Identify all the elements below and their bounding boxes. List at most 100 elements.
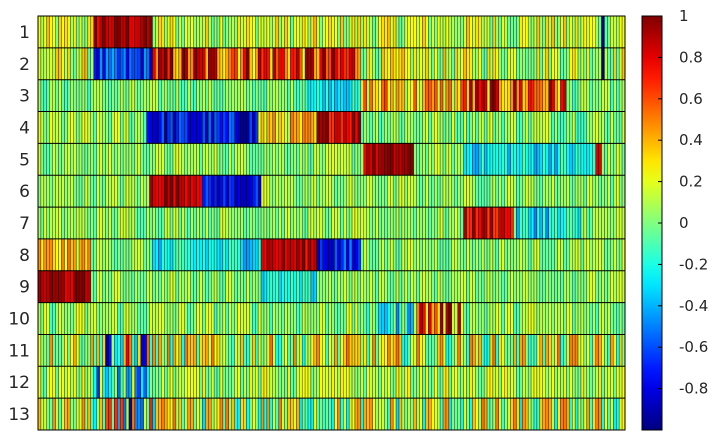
heatmap-cell: [454, 175, 458, 208]
heatmap-cell: [416, 238, 420, 271]
heatmap-cell: [237, 302, 241, 335]
heatmap-cell: [108, 302, 112, 335]
heatmap-cell: [237, 79, 241, 112]
heatmap-cell: [120, 175, 124, 208]
heatmap-cell: [301, 206, 306, 240]
heatmap-cell: [554, 334, 558, 367]
heatmap-cell: [551, 334, 555, 367]
heatmap-cell: [99, 15, 103, 49]
heatmap-cell: [166, 206, 171, 240]
heatmap-cell: [542, 47, 546, 80]
heatmap-cell: [560, 47, 564, 80]
heatmap-cell: [117, 397, 121, 431]
heatmap-cell: [569, 47, 573, 80]
heatmap-cell: [299, 206, 303, 240]
heatmap-cell: [483, 47, 488, 80]
heatmap-cell: [216, 302, 221, 335]
heatmap-cell: [410, 47, 414, 80]
heatmap-cell: [513, 111, 517, 144]
heatmap-cell: [586, 111, 590, 144]
heatmap-cell: [178, 143, 182, 176]
heatmap-cell: [252, 111, 256, 144]
heatmap-cell: [99, 397, 103, 431]
heatmap-cell: [58, 206, 62, 240]
heatmap-cell: [357, 175, 362, 208]
heatmap-cell: [563, 47, 567, 80]
heatmap-cell: [357, 206, 362, 240]
heatmap-cell: [378, 397, 382, 431]
heatmap-cell: [395, 206, 400, 240]
heatmap-cell: [375, 111, 379, 144]
heatmap-cell: [184, 111, 188, 144]
heatmap-cell: [55, 206, 59, 240]
heatmap-cell: [40, 238, 45, 271]
heatmap-cell: [419, 270, 423, 303]
heatmap-cell: [548, 238, 552, 271]
heatmap-cell: [196, 302, 200, 335]
heatmap-cell: [108, 397, 112, 431]
heatmap-cell: [263, 15, 268, 49]
heatmap-cell: [140, 79, 144, 112]
heatmap-cell: [425, 270, 429, 303]
heatmap-cell: [348, 334, 353, 367]
heatmap-cell: [551, 15, 555, 49]
heatmap-cell: [445, 15, 450, 49]
heatmap-cell: [175, 397, 180, 431]
heatmap-cell: [205, 79, 209, 112]
heatmap-cell: [369, 366, 373, 399]
heatmap-cell: [410, 206, 414, 240]
heatmap-cell: [325, 79, 329, 112]
heatmap-cell: [67, 79, 71, 112]
heatmap-cell: [222, 238, 227, 271]
heatmap-cell: [533, 397, 538, 431]
heatmap-cell: [172, 175, 177, 208]
heatmap-cell: [483, 206, 488, 240]
heatmap-cell: [404, 111, 408, 144]
heatmap-cell: [566, 206, 570, 240]
heatmap-cell: [378, 206, 382, 240]
heatmap-cell: [131, 79, 136, 112]
heatmap-cell: [187, 47, 191, 80]
heatmap-cell: [513, 334, 517, 367]
heatmap-cell: [307, 47, 312, 80]
heatmap-cell: [475, 397, 479, 431]
heatmap-cell: [492, 206, 497, 240]
heatmap-cell: [225, 15, 229, 49]
heatmap-cell: [469, 334, 473, 367]
heatmap-cell: [169, 366, 174, 399]
heatmap-cell: [378, 302, 382, 335]
heatmap-cell: [346, 302, 350, 335]
heatmap-cell: [569, 270, 573, 303]
heatmap-cell: [501, 206, 505, 240]
heatmap-cell: [522, 47, 526, 80]
heatmap-cell: [404, 366, 408, 399]
heatmap-cell: [351, 143, 356, 176]
heatmap-cell: [225, 79, 229, 112]
heatmap-cell: [398, 111, 403, 144]
heatmap-cell: [489, 111, 494, 144]
heatmap-cell: [340, 366, 344, 399]
heatmap-cell: [551, 206, 555, 240]
heatmap-cell: [586, 270, 590, 303]
heatmap-cell: [102, 175, 106, 208]
heatmap-cell: [457, 302, 461, 335]
heatmap-cell: [369, 15, 373, 49]
heatmap-cell: [428, 15, 432, 49]
heatmap-cell: [287, 238, 291, 271]
heatmap-cell: [451, 143, 455, 176]
heatmap-cell: [299, 302, 303, 335]
heatmap-cell: [401, 143, 406, 176]
heatmap-cell: [346, 366, 350, 399]
heatmap-cell: [495, 15, 499, 49]
heatmap-cell: [257, 334, 262, 367]
heatmap-cell: [348, 238, 353, 271]
heatmap-cell: [64, 143, 68, 176]
heatmap-cell: [407, 366, 411, 399]
heatmap-cell: [445, 366, 450, 399]
heatmap-cell: [395, 47, 400, 80]
heatmap-cell: [436, 175, 441, 208]
heatmap-cell: [272, 206, 276, 240]
heatmap-cell: [372, 143, 376, 176]
heatmap-cell: [293, 206, 297, 240]
heatmap-cell: [604, 270, 608, 303]
